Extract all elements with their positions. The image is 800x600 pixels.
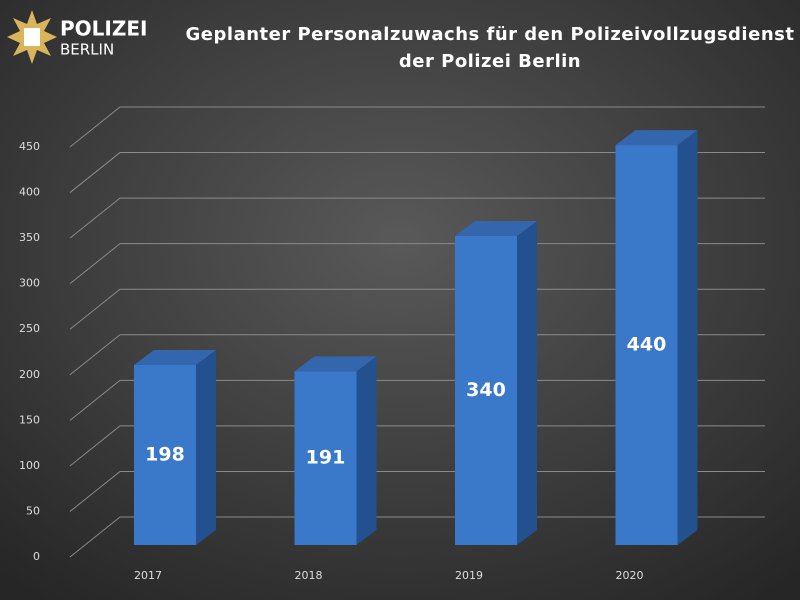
- bar-front: [615, 145, 678, 546]
- bar-front: [455, 235, 517, 545]
- grid-line: [69, 243, 765, 285]
- bar-side: [196, 350, 216, 545]
- bar-side: [517, 220, 537, 545]
- y-tick-label: 0: [33, 550, 40, 563]
- y-tick-label: 200: [19, 368, 40, 381]
- bar-front: [294, 371, 357, 545]
- grid-line: [69, 379, 765, 421]
- y-tick-label: 350: [19, 231, 40, 244]
- y-tick-label: 50: [26, 504, 40, 517]
- value-label: 340: [466, 379, 506, 401]
- y-tick-label: 400: [19, 186, 40, 199]
- grid-line: [69, 470, 765, 512]
- grid-line: [69, 425, 765, 467]
- bar: [455, 220, 537, 545]
- bar-side: [356, 356, 377, 545]
- chart-title: Geplanter Personalzuwachs für den Polize…: [186, 24, 795, 45]
- grid-line: [69, 152, 765, 193]
- y-tick-label: 100: [19, 459, 40, 472]
- value-label: 198: [145, 444, 185, 466]
- value-label: 191: [306, 447, 346, 469]
- bar-side: [677, 130, 698, 546]
- x-tick-label: 2019: [455, 569, 483, 582]
- logo-text: POLIZEI: [60, 17, 147, 41]
- bar: [615, 130, 698, 546]
- y-tick-label: 250: [19, 322, 40, 335]
- bar-top: [455, 220, 537, 236]
- grid-line: [69, 516, 765, 558]
- grid-line: [69, 197, 765, 239]
- bar: [134, 350, 216, 545]
- grid-line: [69, 334, 765, 376]
- value-label: 440: [627, 334, 667, 356]
- y-tick-label: 150: [19, 413, 40, 426]
- chart-title: der Polizei Berlin: [399, 51, 581, 72]
- grid-line: [69, 106, 765, 148]
- grid-line: [69, 288, 765, 330]
- bar: [294, 356, 377, 545]
- x-tick-label: 2018: [295, 569, 323, 582]
- logo: POLIZEI BERLIN: [7, 10, 147, 64]
- x-tick-label: 2017: [134, 569, 162, 582]
- bar-top: [134, 350, 216, 366]
- bar-top: [615, 130, 698, 146]
- bar-top: [294, 356, 377, 372]
- bar-front: [134, 365, 196, 545]
- logo-subtext: BERLIN: [60, 41, 114, 59]
- y-tick-label: 300: [19, 277, 40, 290]
- logo-shield: [24, 28, 40, 46]
- x-tick-label: 2020: [616, 569, 644, 582]
- y-tick-label: 450: [19, 140, 40, 153]
